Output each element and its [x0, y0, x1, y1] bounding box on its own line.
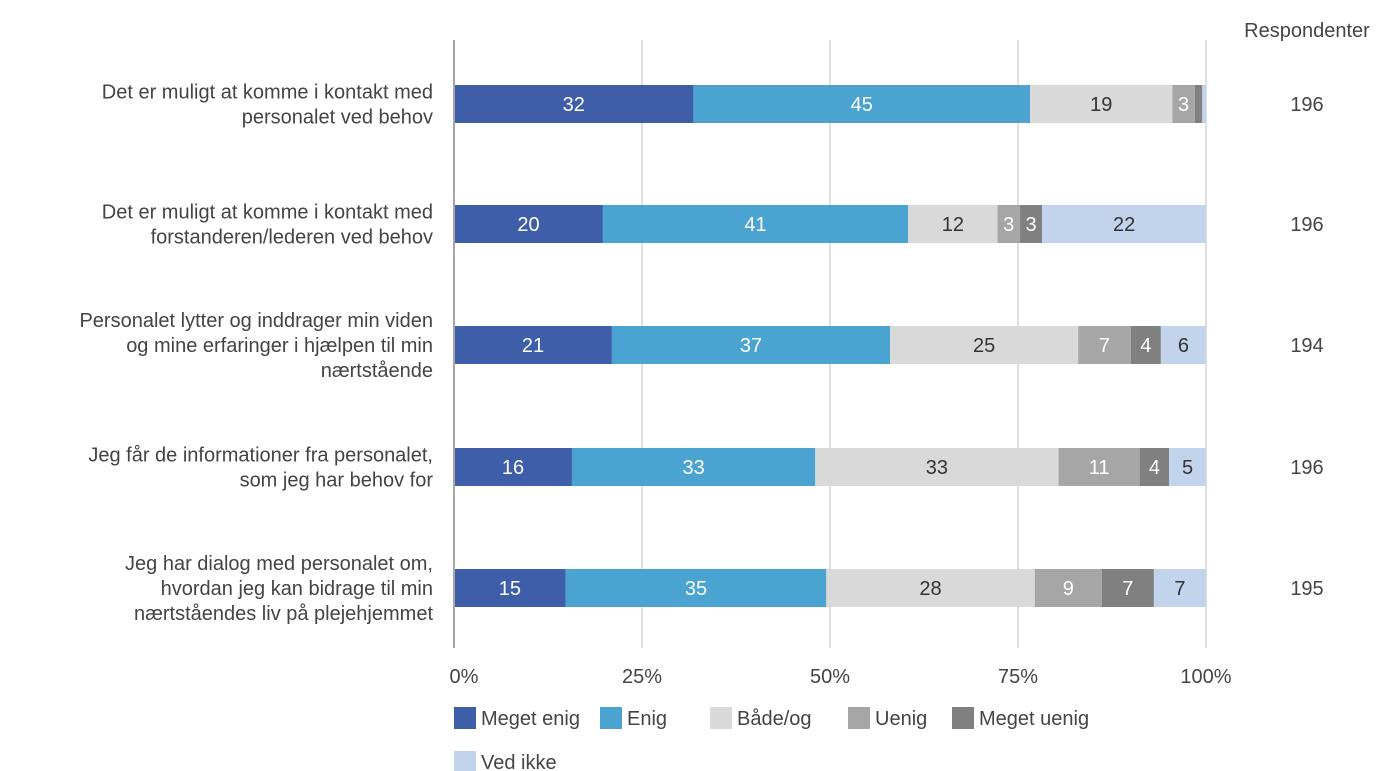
x-tick-labels: 0% 25% 50% 75% 100%: [450, 666, 1232, 688]
legend-swatch: [454, 707, 476, 729]
bar-value-label: 20: [517, 214, 539, 236]
bar-segment: [1194, 85, 1203, 123]
bar-segment: [1153, 569, 1206, 607]
bar-segment: [454, 569, 566, 607]
bar-segment: [890, 326, 1079, 364]
bar-segment: [454, 326, 612, 364]
legend-item: Uenig: [848, 707, 927, 730]
bar-segment: [571, 448, 816, 486]
legend-label: Både/og: [737, 708, 812, 730]
category-label: Jeg får de informationer fra personalet,…: [88, 445, 433, 492]
bar-segment: [1101, 569, 1154, 607]
legend-item: Både/og: [710, 707, 812, 730]
bar-value-label: 7: [1174, 578, 1185, 600]
respondents-value: 196: [1290, 457, 1323, 479]
bar-value-label: 3: [1003, 214, 1014, 236]
bar-segment: [1169, 448, 1206, 486]
bar-segment: [1202, 85, 1206, 123]
respondents-value: 196: [1290, 214, 1323, 236]
bar-value-label: 5: [1182, 457, 1193, 479]
bar-segment: [1058, 448, 1140, 486]
bar-segment: [1019, 205, 1043, 243]
legend-label: Meget uenig: [979, 708, 1089, 730]
bar-segment: [997, 205, 1020, 243]
bar-value-label: 22: [1113, 214, 1135, 236]
bar-value-label: 28: [919, 578, 941, 600]
x-tick-label: 50%: [810, 666, 850, 688]
bar-value-label: 4: [1140, 335, 1151, 357]
bar-value-label: 3: [1178, 94, 1189, 116]
x-tick-label: 25%: [622, 666, 662, 688]
bar-segment: [1042, 205, 1206, 243]
bar-segment: [611, 326, 891, 364]
legend-swatch: [454, 751, 476, 771]
category-label: Jeg har dialog med personalet om, hvordan…: [125, 553, 433, 625]
respondents-value: 195: [1290, 578, 1323, 600]
bar-segment: [826, 569, 1035, 607]
x-tick-label: 0%: [450, 666, 479, 688]
legend-item: Meget uenig: [952, 707, 1089, 730]
respondents-values: 196 196 194 196 195: [1290, 94, 1323, 600]
bar-value-label: 35: [685, 578, 707, 600]
bar-value-label: 21: [522, 335, 544, 357]
bar-value-label: 37: [740, 335, 762, 357]
legend-swatch: [710, 707, 732, 729]
category-label: Personalet lytter og inddrager min viden…: [79, 310, 433, 382]
bar-value-label: 7: [1122, 578, 1133, 600]
bar-value-label: 7: [1099, 335, 1110, 357]
legend-label: Uenig: [875, 708, 927, 730]
bar-value-label: 12: [942, 214, 964, 236]
category-label: Det er muligt at komme i kontakt med fors…: [102, 202, 433, 249]
bar-segment: [565, 569, 827, 607]
legend-item: Enig: [600, 707, 667, 730]
legend-swatch: [600, 707, 622, 729]
bar-segment: [602, 205, 909, 243]
category-label: Det er muligt at komme i kontakt med pers…: [102, 82, 433, 129]
legend-item: Meget enig: [454, 707, 580, 730]
legend: Meget enig Enig Både/og Uenig Meget uenig Ved…: [454, 707, 1089, 771]
bar-segment: [1130, 326, 1161, 364]
bar-segment: [908, 205, 998, 243]
legend-label: Ved ikke: [481, 752, 557, 771]
respondents-value: 194: [1290, 335, 1323, 357]
bar-segment: [693, 85, 1031, 123]
bar-value-label: 3: [1025, 214, 1036, 236]
x-tick-label: 75%: [998, 666, 1038, 688]
bar-value-label: 16: [502, 457, 524, 479]
bar-segment: [1078, 326, 1131, 364]
bar-segment: [1172, 85, 1195, 123]
bar-value-label: 45: [851, 94, 873, 116]
bar-segment: [815, 448, 1059, 486]
legend-item: Ved ikke: [454, 751, 557, 771]
bar-value-label: 33: [682, 457, 704, 479]
bar-value-label: 9: [1063, 578, 1074, 600]
bar-segment: [1160, 326, 1206, 364]
bar-value-label: 32: [563, 94, 585, 116]
bar-value-label: 41: [744, 214, 766, 236]
bar-value-label: 33: [926, 457, 948, 479]
bar-segment: [1030, 85, 1173, 123]
bar-segment: [454, 85, 694, 123]
legend-label: Meget enig: [481, 708, 580, 730]
x-tick-label: 100%: [1180, 666, 1231, 688]
bar-value-label: 19: [1090, 94, 1112, 116]
legend-label: Enig: [627, 708, 667, 730]
respondents-header: Respondenter: [1244, 20, 1370, 42]
category-labels: Det er muligt at komme i kontakt med pers…: [79, 82, 433, 626]
legend-swatch: [848, 707, 870, 729]
bar-segment: [454, 448, 572, 486]
legend-swatch: [952, 707, 974, 729]
bar-segment: [454, 205, 603, 243]
bar-segment: [1034, 569, 1102, 607]
bar-value-label: 4: [1149, 457, 1160, 479]
bar-value-label: 6: [1178, 335, 1189, 357]
respondents-value: 196: [1290, 94, 1323, 116]
bar-value-label: 25: [973, 335, 995, 357]
bar-value-label: 15: [499, 578, 521, 600]
bar-value-label: 11: [1089, 457, 1110, 479]
bar-segment: [1139, 448, 1170, 486]
